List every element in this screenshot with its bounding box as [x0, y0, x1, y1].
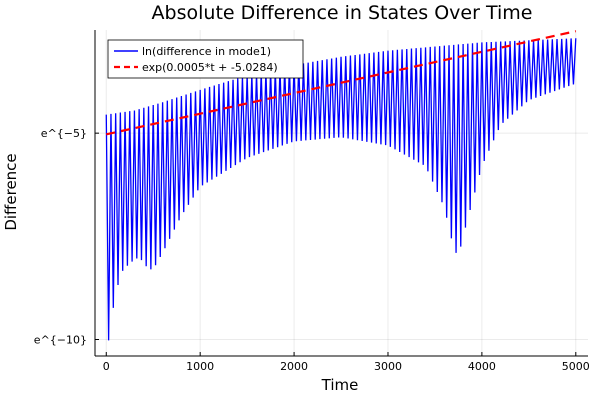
series-exp-fit: [106, 30, 577, 136]
legend-box: [107, 39, 304, 79]
x-tick-label: 1000: [186, 360, 214, 373]
y-axis-title: Difference: [2, 153, 20, 230]
y-tick-label: e^{−10}: [34, 333, 87, 346]
chart-title: Absolute Difference in States Over Time: [152, 2, 533, 24]
plot-area: [105, 30, 577, 341]
x-tick-label: 4000: [468, 360, 496, 373]
series-ln-difference-mode1: [105, 38, 577, 341]
x-tick-label: 0: [103, 360, 110, 373]
x-tick-label: 2000: [280, 360, 308, 373]
legend-label: ln(difference in mode1): [142, 45, 271, 58]
y-tick-label: e^{−5}: [41, 127, 87, 140]
x-tick-label: 3000: [374, 360, 402, 373]
legend-label: exp(0.0005*t + -5.0284): [142, 61, 278, 74]
x-tick-label: 5000: [562, 360, 590, 373]
legend: ln(difference in mode1) exp(0.0005*t + -5…: [107, 39, 304, 79]
x-axis-title: Time: [321, 376, 359, 394]
axes: 0 1000 2000 3000 4000 5000 e^{−5} e^{−10}: [34, 30, 590, 373]
